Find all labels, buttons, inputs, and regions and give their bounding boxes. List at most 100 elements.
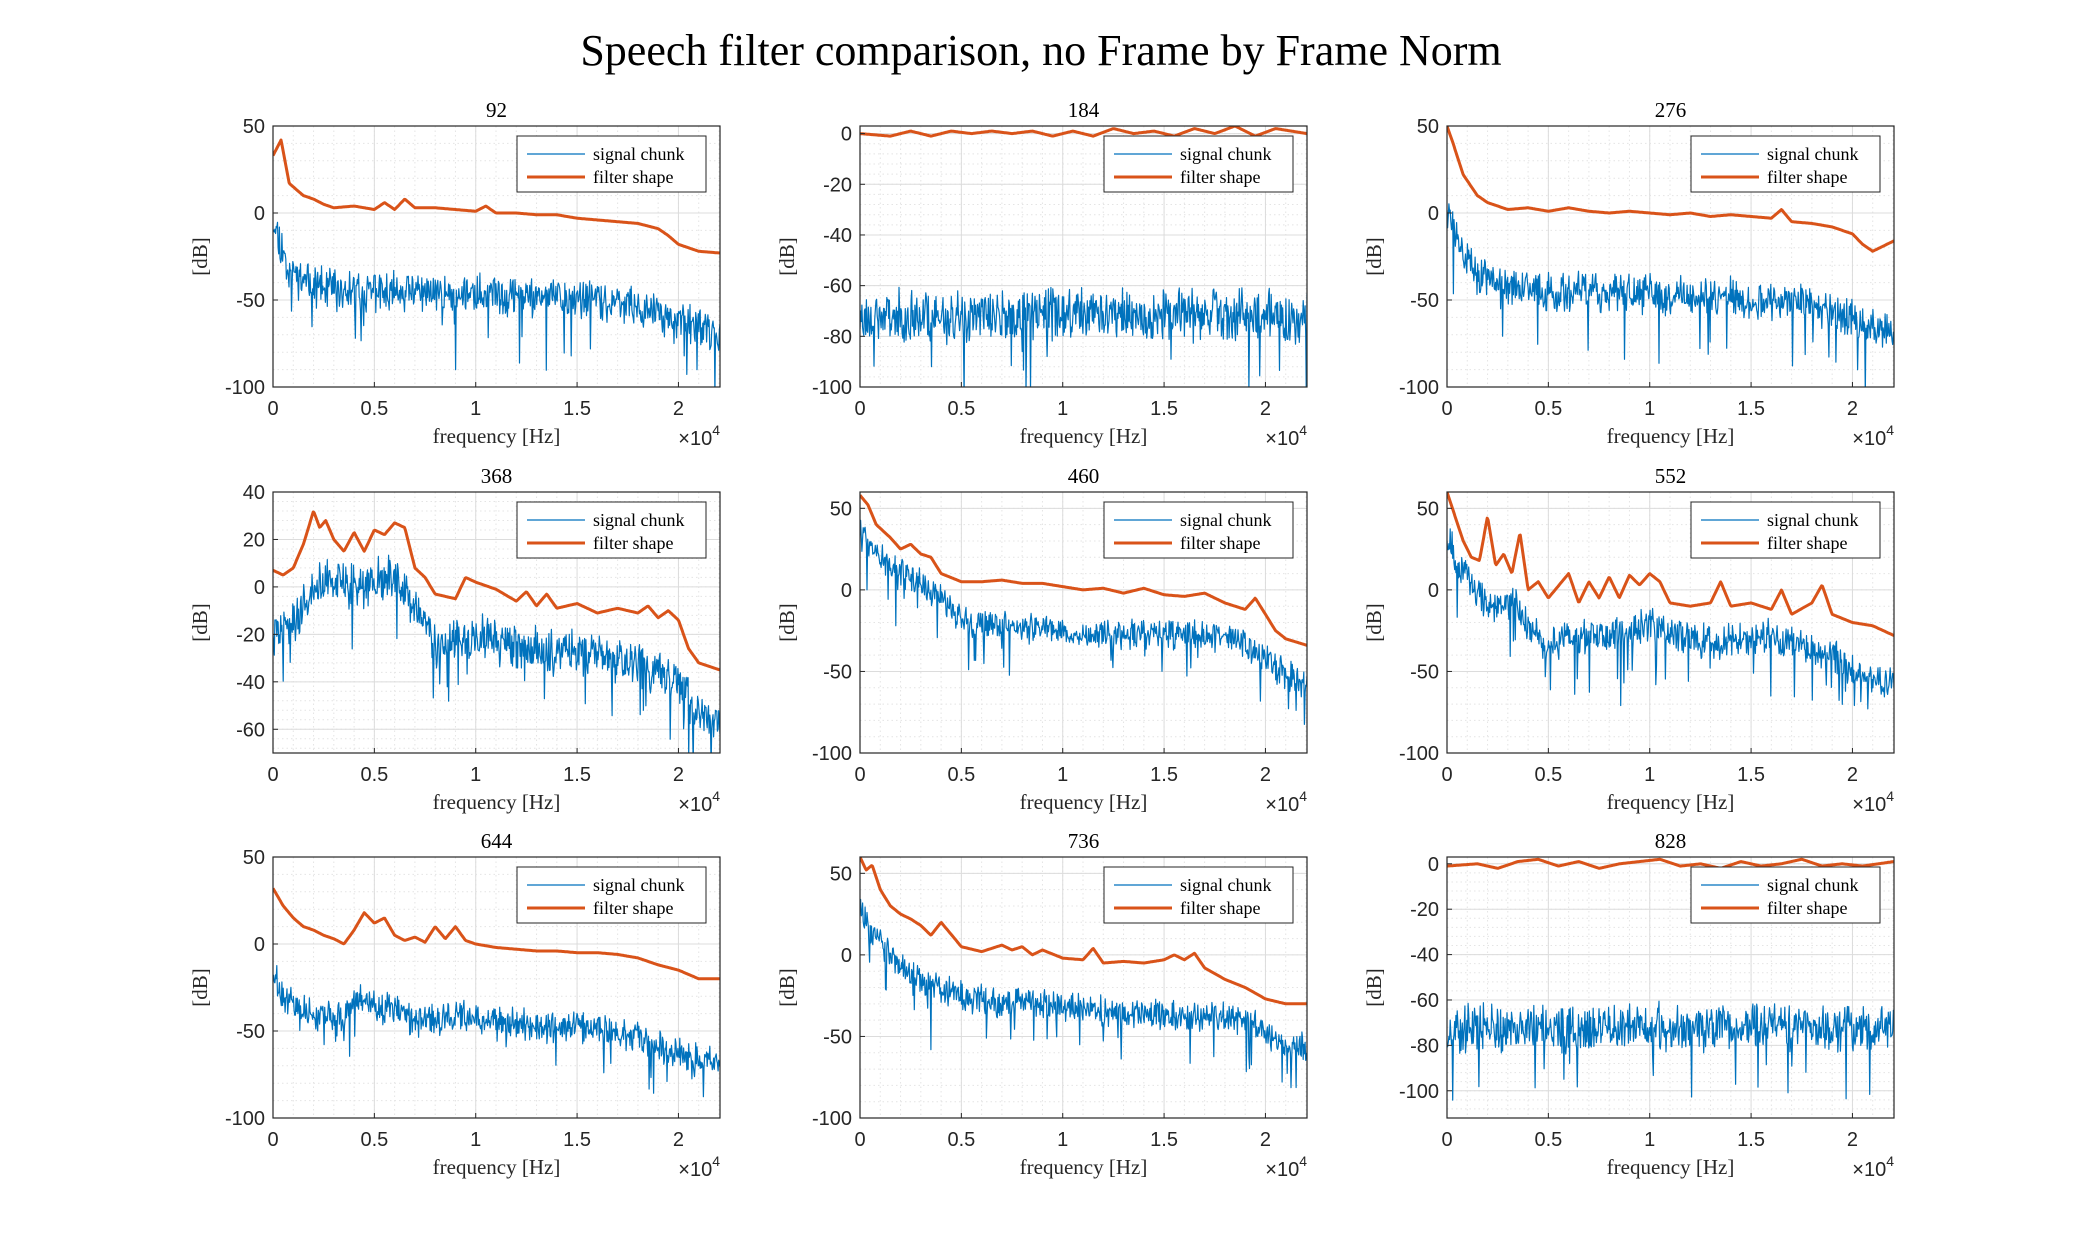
series-line-signal-chunk [273, 554, 720, 753]
series-group [860, 494, 1307, 726]
x-tick-label: 1.5 [1737, 764, 1765, 786]
series-group [1447, 857, 1894, 1101]
y-axis-label: [dB] [1362, 603, 1386, 642]
y-axis-label: [dB] [1362, 237, 1386, 276]
x-axis-exponent: ×104 [1852, 1153, 1894, 1181]
subplot-552: 0 0.5 1 1.5 2 -100 -50 0 50 552 frequency [Hz] [dB]… [1362, 464, 1895, 816]
y-tick-label: 40 [243, 482, 265, 504]
x-tick-label: 1 [1644, 398, 1655, 420]
y-tick-label: -50 [236, 290, 265, 312]
y-axis-label: [dB] [775, 603, 799, 642]
x-tick-label: 1 [470, 764, 481, 786]
x-axis-exponent: ×104 [1852, 422, 1894, 450]
axes-box [272, 125, 721, 388]
y-tick-label: 50 [243, 847, 265, 869]
series-line-filter-shape [860, 494, 1307, 647]
x-tick-label: 2 [1847, 764, 1858, 786]
y-tick-label: 0 [841, 945, 852, 967]
subplot-460: 0 0.5 1 1.5 2 -100 -50 0 50 460 frequency [Hz] [dB]… [775, 464, 1308, 816]
legend-label: filter shape [593, 533, 673, 553]
series-group [1447, 126, 1894, 387]
axes-box [859, 125, 1308, 388]
x-axis-label: frequency [Hz] [433, 1155, 561, 1179]
x-axis-exponent: ×104 [1265, 788, 1307, 816]
legend-label: filter shape [1180, 533, 1260, 553]
legend: signal chunk filter shape [1690, 501, 1881, 559]
y-tick-label: -80 [823, 326, 852, 348]
y-tick-label: 50 [830, 863, 852, 885]
subplot-title: 644 [481, 829, 513, 853]
series-line-filter-shape [860, 857, 1307, 1006]
x-tick-label: 1 [470, 1129, 481, 1151]
x-tick-label: 0 [1441, 764, 1452, 786]
subplot-title: 92 [486, 98, 507, 122]
y-tick-label: 0 [254, 203, 265, 225]
legend: signal chunk filter shape [516, 866, 707, 924]
axes-box [1446, 856, 1895, 1119]
x-axis-label: frequency [Hz] [1607, 424, 1735, 448]
y-tick-label: 50 [1417, 498, 1439, 520]
subplot-title: 736 [1068, 829, 1100, 853]
series-line-filter-shape [273, 138, 720, 255]
series-line-signal-chunk [1447, 1000, 1894, 1101]
axes-box [272, 491, 721, 754]
y-tick-label: 0 [1428, 580, 1439, 602]
legend: signal chunk filter shape [1690, 866, 1881, 924]
y-tick-label: 0 [841, 580, 852, 602]
legend: signal chunk filter shape [516, 135, 707, 193]
x-tick-label: 2 [673, 398, 684, 420]
subplot-title: 184 [1068, 98, 1100, 122]
x-tick-label: 0.5 [1534, 398, 1562, 420]
series-line-signal-chunk [1447, 528, 1894, 710]
series-line-filter-shape [273, 887, 720, 981]
x-tick-label: 1.5 [1737, 1129, 1765, 1151]
x-tick-label: 2 [673, 764, 684, 786]
series-line-signal-chunk [273, 964, 720, 1098]
x-tick-label: 0.5 [1534, 764, 1562, 786]
x-axis-exponent: ×104 [678, 422, 720, 450]
y-axis-label: [dB] [188, 603, 212, 642]
x-tick-label: 1 [1057, 764, 1068, 786]
legend: signal chunk filter shape [1103, 501, 1294, 559]
axes-box [1446, 491, 1895, 754]
x-tick-label: 0 [267, 1129, 278, 1151]
x-tick-label: 2 [1260, 1129, 1271, 1151]
legend-box [1103, 866, 1294, 924]
x-tick-label: 0.5 [1534, 1129, 1562, 1151]
x-axis-label: frequency [Hz] [1020, 1155, 1148, 1179]
series-line-signal-chunk [860, 519, 1307, 726]
x-axis-label: frequency [Hz] [1020, 424, 1148, 448]
legend-label: signal chunk [1767, 144, 1859, 164]
y-tick-label: -40 [1410, 945, 1439, 967]
y-tick-label: 50 [830, 498, 852, 520]
legend: signal chunk filter shape [1103, 135, 1294, 193]
x-axis-label: frequency [Hz] [433, 790, 561, 814]
series-line-signal-chunk [273, 221, 720, 387]
x-tick-label: 1.5 [1150, 1129, 1178, 1151]
subplot-title: 552 [1655, 464, 1687, 488]
y-tick-label: -50 [823, 661, 852, 683]
y-tick-label: 0 [1428, 203, 1439, 225]
x-axis-exponent: ×104 [1265, 1153, 1307, 1181]
subplot-644: 0 0.5 1 1.5 2 -100 -50 0 50 644 frequency [Hz] [dB]… [188, 829, 721, 1181]
x-tick-label: 0 [1441, 398, 1452, 420]
subplot-title: 368 [481, 464, 513, 488]
x-tick-label: 0 [854, 1129, 865, 1151]
y-tick-label: -20 [823, 174, 852, 196]
legend-label: signal chunk [593, 510, 685, 530]
x-tick-label: 0 [267, 764, 278, 786]
series-line-signal-chunk [860, 286, 1307, 387]
series-group [1447, 492, 1894, 710]
y-tick-label: -50 [1410, 290, 1439, 312]
subplot-title: 828 [1655, 829, 1687, 853]
x-tick-label: 1 [1057, 1129, 1068, 1151]
y-tick-label: -100 [812, 377, 852, 399]
series-line-filter-shape [1447, 492, 1894, 637]
x-tick-label: 1.5 [1150, 398, 1178, 420]
legend-box [1690, 866, 1881, 924]
x-tick-label: 1 [1644, 764, 1655, 786]
subplot-368: 0 0.5 1 1.5 2 -60 -40 -20 0 20 40 368 frequency [Hz]… [188, 464, 721, 816]
axes-box [272, 856, 721, 1119]
legend-label: filter shape [1180, 167, 1260, 187]
y-tick-label: 0 [254, 577, 265, 599]
